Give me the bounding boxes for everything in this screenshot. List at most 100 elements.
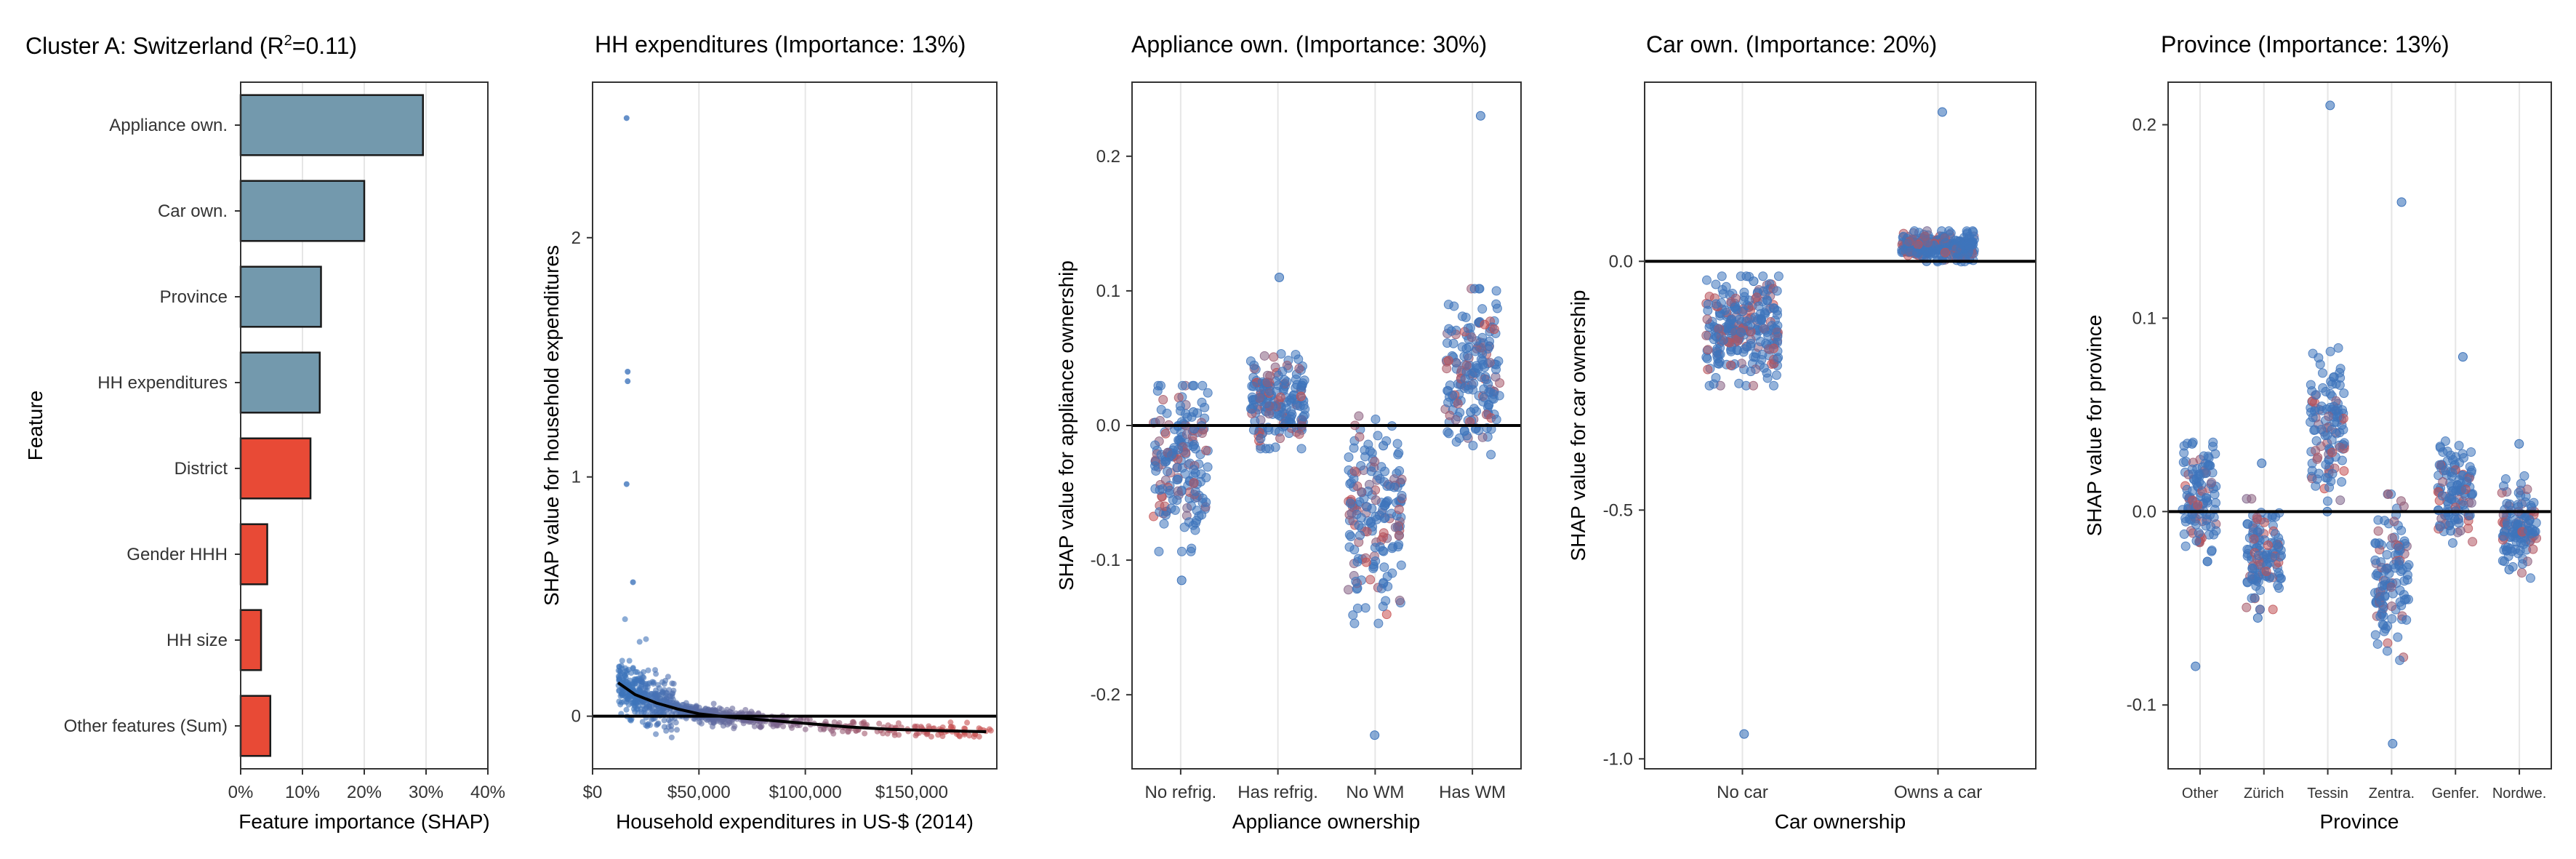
panel5-point (2180, 541, 2191, 551)
panel3-point (1469, 284, 1480, 294)
feature-bar-2 (239, 265, 322, 328)
panel5-point (2370, 555, 2380, 565)
panel4-point (1726, 315, 1736, 325)
panel3-point (1362, 502, 1372, 512)
hh-expenditure-point (635, 698, 641, 705)
panel3-point (1480, 319, 1490, 329)
panel3-point (1443, 385, 1453, 396)
hh-expenditure-point (862, 730, 868, 737)
panel5-point (2261, 566, 2271, 576)
panel5-point (2396, 601, 2407, 611)
panel5-point (2394, 543, 2404, 554)
panel3-point (1367, 448, 1377, 458)
panel4-point (1752, 292, 1762, 303)
panel5-point (2205, 460, 2215, 471)
panel3-point (1172, 474, 1182, 484)
panel3-point (1282, 377, 1292, 387)
panel4-point (1712, 346, 1722, 356)
panel5-point (2211, 498, 2221, 508)
hh-expenditure-point (634, 668, 641, 675)
panel1-x-tick-label: 0% (228, 783, 254, 802)
panel3-point (1281, 404, 1291, 414)
panel4-outlier-point (1937, 107, 1947, 117)
panel5-point (2242, 519, 2252, 530)
panel3-point (1493, 356, 1504, 367)
panel3-point (1287, 409, 1297, 420)
hh-expenditure-outlier-point (625, 378, 631, 385)
panel5-grid (2199, 82, 2521, 769)
panel4-point (1711, 279, 1721, 289)
panel3-point (1277, 412, 1287, 422)
panel3-point (1469, 378, 1479, 388)
panel5-point (2377, 610, 2387, 620)
panel5-point (2307, 466, 2317, 476)
panel3-point (1355, 432, 1365, 442)
panel5-point (2194, 528, 2204, 538)
panel5-point (2390, 563, 2400, 573)
panel1-y-axis-title: Feature (24, 391, 47, 461)
hh-expenditure-point (645, 721, 651, 727)
panel5-point (2404, 560, 2414, 570)
panel3-point (1476, 372, 1486, 383)
panel4-point (1923, 237, 1933, 247)
panel5-point (2435, 442, 2445, 452)
hh-expenditure-point (622, 678, 629, 684)
panel5-point (2499, 481, 2509, 491)
panel5-category-label: Tessin (2307, 786, 2348, 802)
panel3-point (1373, 618, 1384, 628)
panel5-point (2440, 436, 2450, 447)
panel3-point (1261, 444, 1271, 454)
panel5-point (2275, 551, 2285, 562)
panel5-point (2179, 529, 2189, 539)
panel3-point (1356, 513, 1366, 523)
panel5-point (2322, 496, 2332, 506)
panel3-point (1197, 493, 1208, 503)
panel5-category-label: Genfer. (2431, 786, 2479, 802)
panel3-point (1360, 603, 1371, 613)
panel4-point (1702, 353, 1712, 364)
panel3-point (1273, 380, 1283, 391)
hh-expenditure-point (698, 720, 705, 727)
panel5-point (2252, 514, 2263, 524)
hh-expenditure-point (853, 727, 859, 734)
panel3-point (1349, 545, 1360, 555)
panel3-y-axis: -0.2 -0.1 0.0 0.1 0.2 (1091, 147, 1132, 705)
hh-expenditure-point (622, 616, 628, 623)
panel4-y-axis-title: SHAP value for car ownership (1567, 290, 1589, 562)
panel3-point (1261, 399, 1272, 409)
panel4-point (1772, 286, 1782, 296)
panel3-point (1182, 503, 1192, 513)
panel4-y-axis: -1.0 -0.5 0.0 (1603, 252, 1645, 769)
hh-expenditure-point (836, 719, 843, 726)
hh-expenditure-point (653, 731, 659, 738)
panel3-point (1347, 508, 1357, 518)
hh-expenditure-point (668, 723, 675, 730)
panel4-point (1714, 324, 1724, 334)
panel5-point (2454, 441, 2464, 451)
hh-expenditure-point (966, 732, 973, 739)
panel3-point (1155, 415, 1165, 425)
panel3-point (1370, 457, 1380, 467)
panel3-point (1395, 466, 1405, 476)
panel3-point (1479, 384, 1489, 394)
hh-expenditure-point (655, 682, 662, 688)
panel4-point (1702, 314, 1712, 324)
panel5-point (2247, 574, 2257, 584)
panel4-point (1712, 332, 1722, 342)
panel3-point (1294, 429, 1304, 439)
panel3-point (1349, 618, 1360, 628)
panel3-point (1248, 381, 1259, 391)
panel3-point (1264, 385, 1275, 396)
panel3-point (1150, 440, 1160, 450)
hh-expenditure-point (629, 684, 635, 690)
panel3-point (1381, 610, 1392, 620)
panel2-trend-line (617, 681, 987, 733)
panel2-title: HH expenditures (Importance: 13%) (595, 31, 966, 57)
panel3-point (1160, 428, 1171, 439)
hh-expenditure-outlier-point (625, 368, 631, 375)
panel5-point (2387, 602, 2397, 612)
panel3-point (1389, 482, 1400, 492)
hh-expenditure-point (616, 674, 622, 681)
panel3-point (1165, 485, 1175, 495)
hh-expenditure-point (673, 710, 679, 716)
